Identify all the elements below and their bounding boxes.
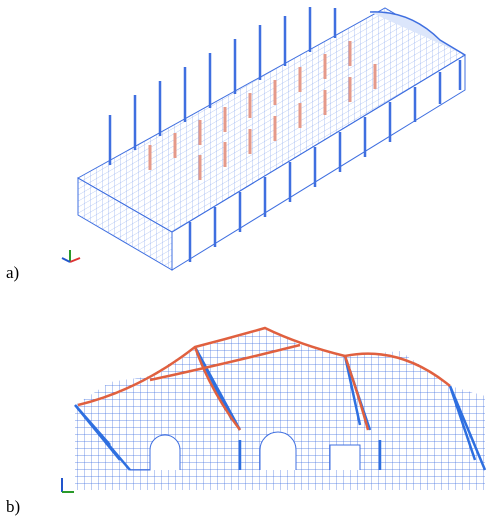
front-wall (171, 54, 466, 271)
openings (130, 431, 361, 471)
panel-label: b) (6, 497, 20, 516)
axis-triad-a (61, 250, 81, 263)
end-dome (369, 11, 466, 56)
internal-members (148, 41, 377, 180)
ridge-cables (77, 326, 451, 431)
columns (108, 7, 462, 262)
model-a (76, 7, 466, 271)
cable-fans (74, 346, 487, 471)
model-b (74, 326, 487, 490)
panel-label: a) (6, 263, 19, 282)
axis-triad-b (61, 478, 74, 493)
